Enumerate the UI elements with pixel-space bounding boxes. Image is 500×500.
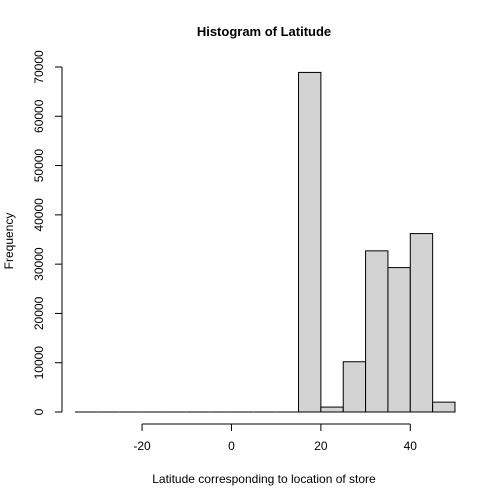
y-tick-label: 70000: [32, 50, 46, 84]
x-axis: -20 0 20 40: [133, 423, 418, 453]
y-axis-label: Frequency: [2, 213, 16, 270]
x-axis-label: Latitude corresponding to location of st…: [152, 472, 376, 486]
x-tick-label: -20: [133, 439, 151, 453]
y-tick-label: 20000: [32, 296, 46, 330]
histogram-bars: [75, 71, 456, 413]
histogram-bar-12: [342, 361, 367, 413]
y-tick-label: 50000: [32, 149, 46, 183]
y-tick-label: 0: [32, 408, 46, 415]
histogram-bar-10: [298, 71, 322, 413]
histogram-bar-16: [432, 401, 456, 413]
y-axis: 0 10000 20000 30000 40000 50000 60000 70000: [32, 50, 63, 415]
x-tick-label: 20: [314, 439, 328, 453]
x-tick-label: 0: [228, 439, 235, 453]
histogram-bar-14: [387, 267, 411, 413]
x-tick-label: 40: [404, 439, 418, 453]
y-tick-label: 10000: [32, 346, 46, 380]
histogram-bar-13: [365, 250, 389, 413]
y-tick-label: 30000: [32, 247, 46, 281]
y-tick-label: 40000: [32, 198, 46, 232]
histogram-bar-15: [409, 233, 434, 413]
y-tick-label: 60000: [32, 99, 46, 133]
chart-title: Histogram of Latitude: [197, 24, 331, 39]
histogram-bar-11: [320, 406, 344, 413]
